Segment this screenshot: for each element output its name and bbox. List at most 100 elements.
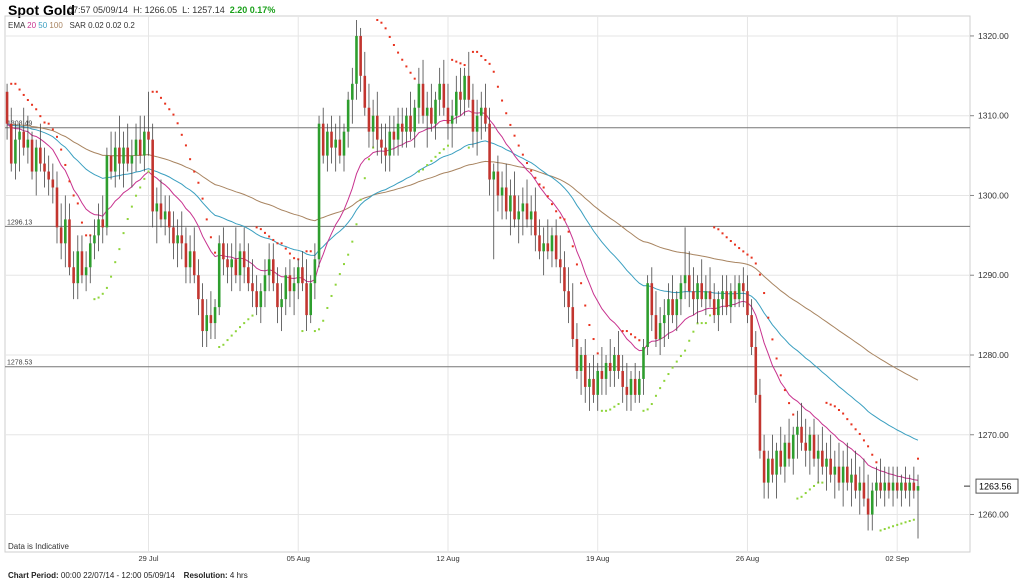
candle — [226, 243, 229, 284]
candle — [771, 434, 774, 483]
candle — [484, 83, 487, 132]
sar-dot — [509, 123, 512, 126]
candle — [26, 115, 30, 164]
sar-dot — [139, 186, 142, 189]
y-tick-label: 1310.00 — [978, 111, 1009, 121]
sar-dot — [147, 170, 150, 173]
instrument-title: Spot Gold — [8, 2, 75, 18]
sar-dot — [783, 389, 786, 392]
resolution-label: Resolution: — [183, 571, 228, 580]
candle-body — [355, 35, 358, 84]
candle — [205, 299, 209, 348]
candle-body — [841, 466, 845, 483]
y-tick-label: 1320.00 — [978, 31, 1009, 41]
candle-body — [143, 131, 146, 156]
candle — [879, 458, 882, 499]
candle — [837, 442, 841, 491]
sar-dot — [746, 253, 749, 256]
candle — [88, 235, 92, 284]
sar-dot — [313, 330, 316, 333]
sar-dot — [696, 322, 699, 325]
candle-body — [700, 283, 704, 300]
chart-footer: Chart Period: 00:00 22/07/14 - 12:00 05/… — [8, 571, 248, 580]
candle-body — [804, 442, 807, 451]
sar-dot — [862, 439, 865, 442]
candle — [234, 227, 238, 284]
sar-dot — [326, 306, 329, 309]
candle-body — [496, 171, 500, 196]
candle — [192, 227, 196, 284]
indicator-legend: EMA 20 50 100 SAR 0.02 0.02 0.2 — [8, 21, 135, 30]
ema-50-line — [6, 123, 919, 441]
candle-body — [217, 243, 221, 308]
sar-dot — [596, 352, 599, 355]
sar-dot — [912, 518, 915, 521]
candle — [247, 243, 250, 292]
candle — [342, 123, 346, 172]
candle-body — [367, 107, 371, 132]
sar-dot — [388, 35, 391, 38]
plot-frame — [4, 15, 971, 553]
candle-body — [846, 466, 849, 483]
candle-body — [683, 275, 687, 284]
sar-dot — [563, 218, 566, 221]
candle — [742, 267, 745, 308]
candle — [825, 442, 828, 491]
sar-dot — [792, 413, 795, 416]
candle — [500, 171, 504, 220]
sar-dot — [451, 58, 454, 61]
candle-body — [43, 163, 46, 172]
sar-dot — [413, 77, 416, 80]
candle — [313, 243, 317, 300]
candle — [554, 219, 558, 268]
sar-dots — [10, 18, 920, 532]
candle — [808, 426, 812, 475]
sar-dot — [837, 409, 840, 412]
sar-dot — [355, 223, 358, 226]
candle-body — [621, 370, 624, 387]
sar-dot — [654, 394, 657, 397]
candle — [833, 450, 837, 499]
sar-dot — [729, 240, 732, 243]
sar-dot — [842, 412, 845, 415]
candle-body — [692, 291, 695, 300]
sar-dot — [659, 387, 662, 390]
sar-dot — [887, 526, 890, 529]
sar-dot — [263, 231, 266, 234]
sar-params: 0.02 0.02 0.2 — [88, 21, 135, 30]
sar-dot — [492, 70, 495, 73]
candle-body — [725, 291, 728, 308]
candle — [621, 354, 624, 403]
candle-body — [500, 187, 504, 196]
sar-dot — [214, 251, 217, 254]
candle — [363, 51, 367, 116]
sar-dot — [709, 314, 712, 317]
candle-body — [608, 362, 612, 371]
sar-dot — [517, 144, 520, 147]
candle — [39, 123, 42, 172]
candle-body — [816, 450, 820, 459]
candle-body — [234, 259, 238, 276]
candle — [292, 267, 296, 316]
ema-100-line — [7, 123, 919, 381]
candle-body — [159, 203, 163, 220]
candle-body — [192, 251, 196, 276]
sar-dot — [575, 263, 578, 266]
sar-dot — [800, 495, 803, 498]
candle-body — [887, 482, 891, 491]
candle-body — [850, 474, 853, 483]
x-tick-label: 19 Aug — [586, 554, 609, 563]
candle-body — [301, 267, 304, 284]
candle-body — [862, 482, 866, 499]
candle-body — [629, 378, 633, 395]
sar-dot — [268, 235, 271, 238]
candle — [296, 259, 300, 300]
sar-dot — [521, 153, 524, 156]
candle-body — [671, 299, 674, 316]
candle-body — [534, 211, 537, 236]
sar-dot — [380, 21, 383, 24]
candle — [446, 83, 450, 140]
candle-body — [197, 275, 200, 300]
x-tick-label: 12 Aug — [436, 554, 459, 563]
